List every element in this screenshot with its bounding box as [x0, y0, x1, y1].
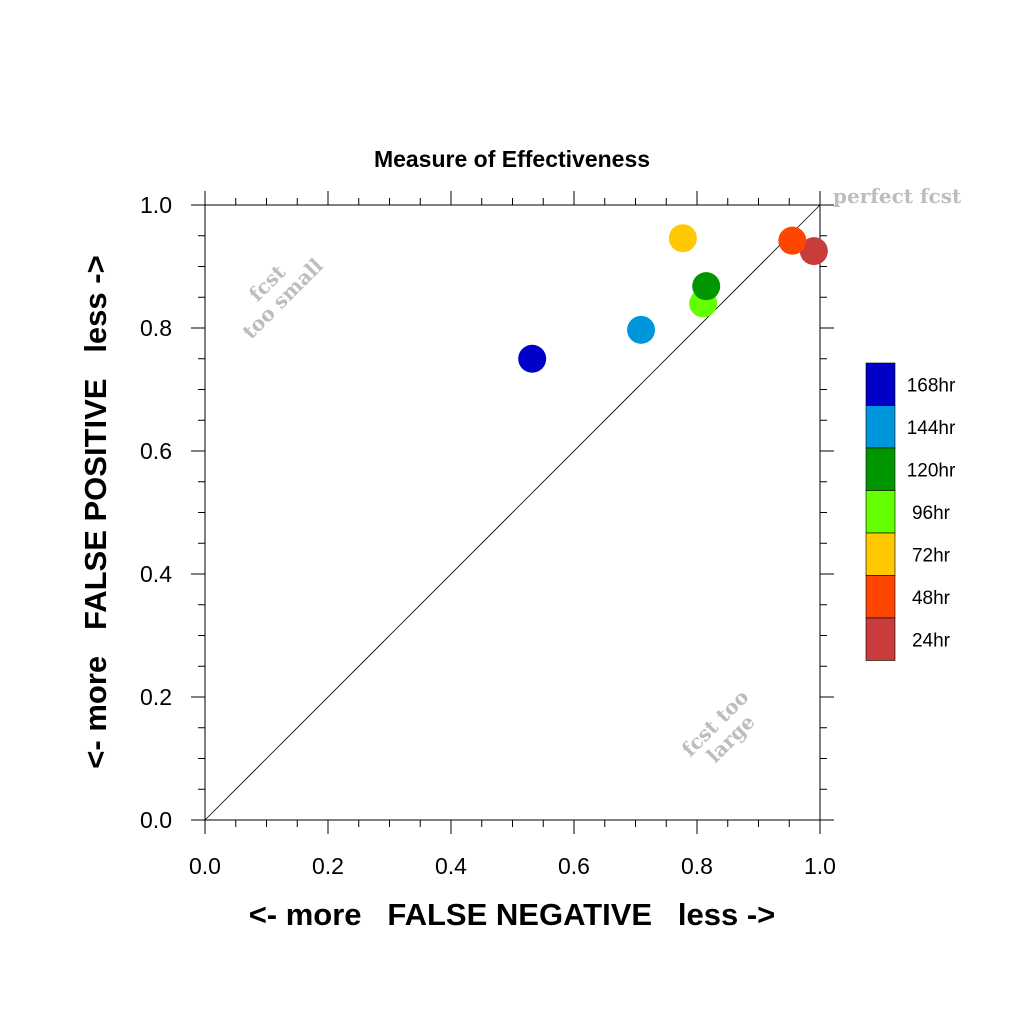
diagonal-line [204, 204, 821, 821]
x-tick-label: 0.0 [189, 853, 221, 879]
y-tick-label: 0.6 [140, 438, 172, 464]
legend-swatch-48hr [865, 575, 896, 619]
y-tick-label: 0.2 [140, 684, 172, 710]
legend-swatch-72hr [865, 532, 896, 576]
data-point-72hr [668, 224, 697, 253]
legend-swatch-144hr [865, 405, 896, 449]
perfect-fcst-annotation: perfect fcst [833, 184, 962, 208]
legend-label-96hr: 96hr [912, 503, 951, 524]
legend-swatch-24hr [865, 617, 896, 661]
legend-swatch-120hr [865, 447, 896, 491]
x-tick-label: 0.8 [681, 853, 713, 879]
y-tick-label: 0.8 [140, 315, 172, 341]
y-tick-label: 0.4 [140, 561, 172, 587]
legend-label-168hr: 168hr [907, 375, 956, 396]
y-tick-label: 0.0 [140, 807, 172, 833]
x-tick-label: 0.4 [435, 853, 467, 879]
legend-swatch-168hr [865, 362, 896, 406]
data-point-120hr [692, 272, 721, 301]
too-large-annotation: fcst too large [677, 685, 760, 768]
data-point-24hr [799, 237, 828, 266]
legend-label-144hr: 144hr [907, 418, 956, 439]
data-point-144hr [627, 315, 656, 344]
too-small-line-2: too small [238, 253, 328, 343]
axis-ticks [191, 191, 834, 834]
x-axis-label: <- more FALSE NEGATIVE less -> [249, 897, 776, 932]
tick-labels: 0.0 0.2 0.4 0.6 0.8 1.0 0.0 0.2 0.4 0.6 0.8 1.0 [140, 192, 836, 879]
legend-label-24hr: 24hr [912, 630, 951, 651]
legend: 168hr 144hr 120hr 96hr 72hr 48hr 24hr [865, 362, 956, 661]
legend-swatch-96hr [865, 490, 896, 534]
data-points [518, 224, 828, 373]
legend-label-120hr: 120hr [907, 460, 956, 481]
data-point-168hr [518, 344, 547, 373]
too-small-annotation: fcst too small [238, 253, 328, 343]
legend-label-48hr: 48hr [912, 588, 951, 609]
chart-title: Measure of Effectiveness [374, 146, 650, 172]
x-tick-label: 0.6 [558, 853, 590, 879]
x-tick-label: 1.0 [804, 853, 836, 879]
data-point-48hr [778, 226, 807, 255]
y-axis-label: <- more FALSE POSITIVE less -> [78, 255, 113, 768]
y-tick-label: 1.0 [140, 192, 172, 218]
x-tick-label: 0.2 [312, 853, 344, 879]
legend-label-72hr: 72hr [912, 545, 951, 566]
